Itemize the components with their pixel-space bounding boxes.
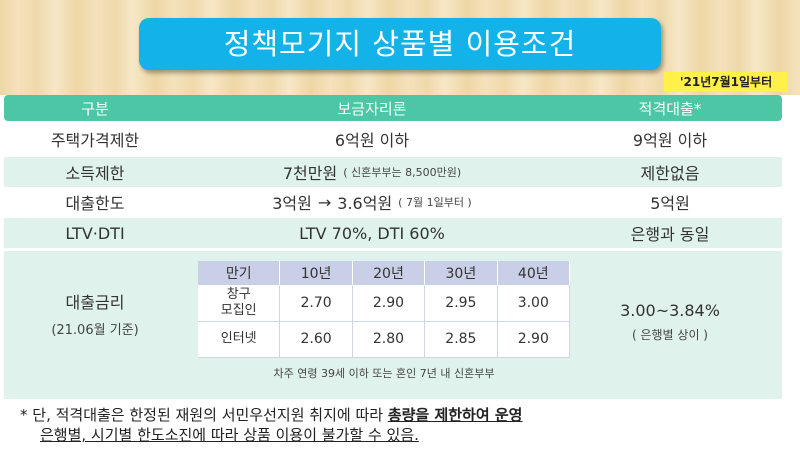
bogeum-note: ( 7월 1일부터 ) (398, 196, 472, 209)
jeokgyeok-rate-note: ( 은행별 상이 ) (631, 328, 708, 342)
header-category: 구분 (81, 99, 109, 118)
rate-header-20y: 20년 (352, 261, 426, 285)
bogeum-previous-value: 3억원 (272, 194, 312, 213)
table-row-interest-rate: 대출금리 (21.06월 기준) 만기 10년 20년 30년 40년 창구 모… (4, 251, 782, 399)
jeokgyeok-rate: 3.00~3.84% (620, 301, 720, 320)
channel-label: 인터넷 (198, 321, 281, 358)
table-row-income-limit: 소득제한 7천만원 ( 신혼부부는 8,500만원) 제한없음 (4, 157, 782, 187)
bogeum-value-group: 7천만원 ( 신혼부부는 8,500만원) (186, 157, 558, 187)
right-arrow-icon: → (317, 192, 332, 212)
rate-header-40y: 40년 (497, 261, 571, 285)
rate-table-row-branch: 창구 모집인 2.70 2.90 2.95 3.00 (198, 285, 571, 322)
row-label: 소득제한 (65, 164, 125, 183)
rate-basis-note: (21.06월 기준) (51, 323, 139, 338)
channel-label: 창구 모집인 (198, 285, 281, 322)
rate-cell: 2.90 (497, 321, 571, 358)
jeokgyeok-rate-group: 3.00~3.84% ( 은행별 상이 ) (558, 301, 782, 343)
rate-header-10y: 10년 (279, 261, 353, 285)
footer-text-line2: 은행별, 시기별 한도소진에 따라 상품 이용이 불가할 수 있음. (40, 426, 419, 444)
row-label: LTV·DTI (65, 223, 125, 243)
rate-label-group: 대출금리 (21.06월 기준) (4, 289, 186, 338)
bogeum-value: 6억원 이하 (334, 131, 410, 150)
footer-text: * 단, 적격대출은 한정된 재원의 서민우선지원 취지에 따라 (20, 406, 388, 424)
footer-note: * 단, 적격대출은 한정된 재원의 서민우선지원 취지에 따라 총량을 제한하… (20, 405, 790, 445)
row-label: 대출금리 (65, 293, 125, 312)
table-row-loan-limit: 대출한도 3억원 → 3.6억원 ( 7월 1일부터 ) 5억원 (4, 187, 782, 217)
row-label: 주택가격제한 (50, 131, 140, 150)
rate-table-header: 만기 10년 20년 30년 40년 (198, 261, 571, 285)
bogeum-value-group: 3억원 → 3.6억원 ( 7월 1일부터 ) (186, 187, 558, 217)
effective-date-badge: '21년7월1일부터 (664, 72, 788, 92)
bogeum-value: 7천만원 (282, 164, 338, 183)
bogeum-value: LTV 70%, DTI 60% (299, 223, 445, 243)
rate-header-term: 만기 (198, 261, 281, 285)
table-row-price-limit: 주택가격제한 6억원 이하 9억원 이하 (4, 124, 782, 154)
page-title: 정책모기지 상품별 이용조건 (139, 18, 661, 70)
jeokgyeok-value: 은행과 동일 (630, 225, 710, 244)
rate-cell: 3.00 (497, 285, 571, 322)
rate-table: 만기 10년 20년 30년 40년 창구 모집인 2.70 2.90 2.95… (198, 261, 571, 358)
jeokgyeok-value: 5억원 (650, 194, 690, 213)
header-bogeumjari: 보금자리론 (337, 99, 407, 118)
rate-table-row-internet: 인터넷 2.60 2.80 2.85 2.90 (198, 321, 571, 358)
row-label: 대출한도 (65, 194, 125, 213)
bogeum-note: ( 신혼부부는 8,500만원) (343, 166, 462, 179)
rate-cell: 2.85 (424, 321, 498, 358)
table-header: 구분 보금자리론 적격대출* (4, 95, 782, 121)
jeokgyeok-value: 9억원 이하 (632, 131, 708, 150)
rate-cell: 2.80 (352, 321, 426, 358)
table-row-ltv-dti: LTV·DTI LTV 70%, DTI 60% 은행과 동일 (4, 218, 782, 248)
jeokgyeok-value: 제한없음 (640, 164, 700, 183)
header-jeokgyeok: 적격대출* (638, 99, 702, 118)
rate-cell: 2.90 (352, 285, 426, 322)
rate-table-note: 차주 연령 39세 이하 또는 혼인 7년 내 신혼부부 (273, 367, 495, 380)
rate-header-30y: 30년 (424, 261, 498, 285)
rate-cell: 2.95 (424, 285, 498, 322)
footer-emphasis: 총량을 제한하여 운영 (387, 406, 523, 424)
rate-cell: 2.70 (279, 285, 353, 322)
rate-cell: 2.60 (279, 321, 353, 358)
bogeum-value: 3.6억원 (337, 194, 393, 213)
